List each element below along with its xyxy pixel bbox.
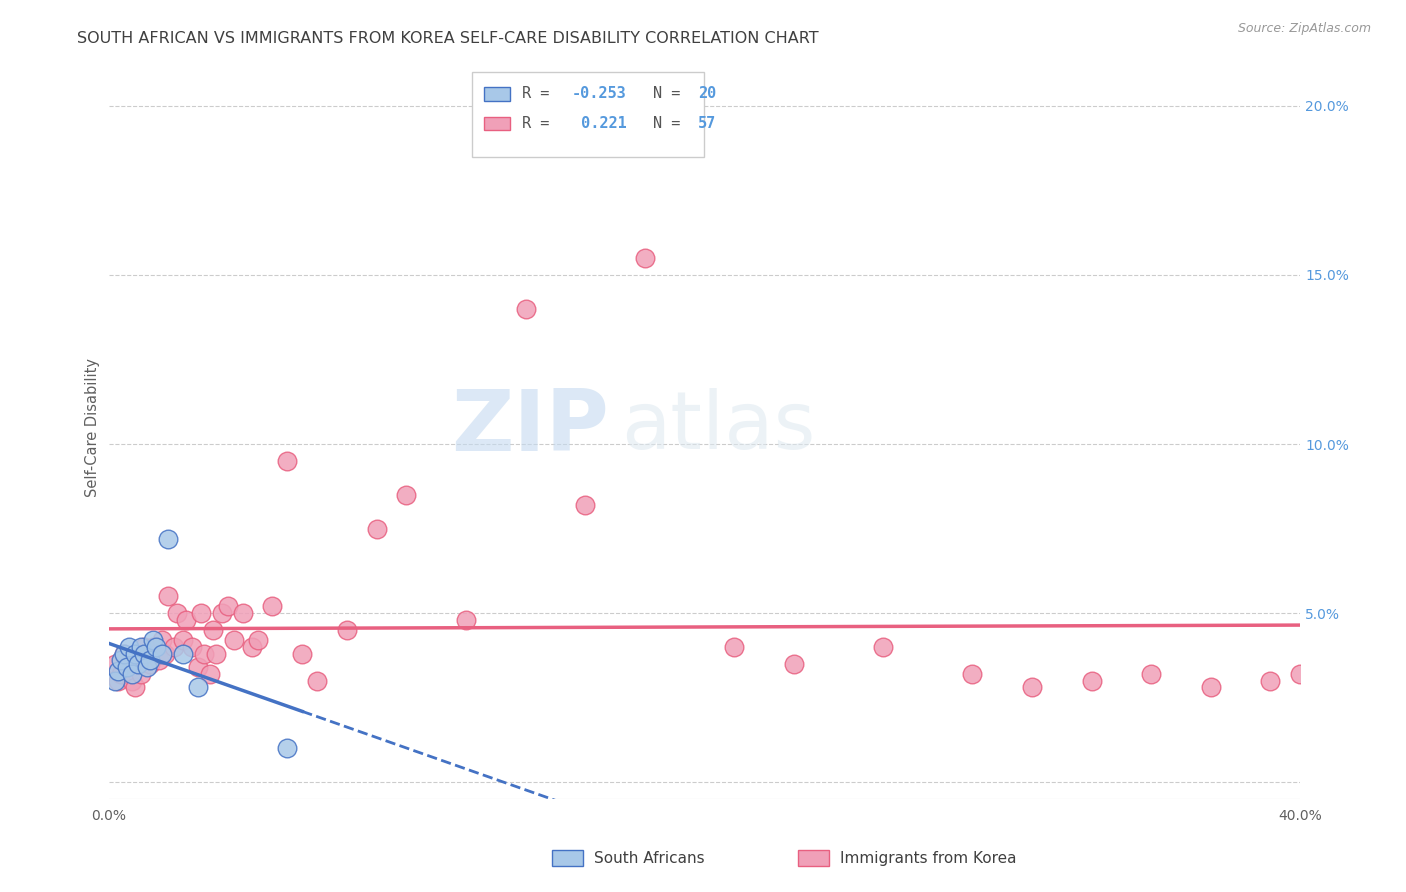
Text: 0.221: 0.221 xyxy=(572,116,627,131)
Point xyxy=(366,522,388,536)
Point xyxy=(115,653,138,667)
Point xyxy=(1289,667,1312,681)
Point xyxy=(127,657,149,671)
Point xyxy=(145,640,167,654)
Point xyxy=(131,640,153,654)
Point xyxy=(150,647,173,661)
Point xyxy=(217,599,239,614)
Point xyxy=(205,647,228,661)
Bar xyxy=(484,87,510,101)
Point xyxy=(142,633,165,648)
Point xyxy=(872,640,894,654)
Text: 20: 20 xyxy=(697,87,716,102)
Point xyxy=(187,681,209,695)
Point xyxy=(262,599,284,614)
Point xyxy=(187,660,209,674)
Point xyxy=(174,613,197,627)
Point xyxy=(110,667,132,681)
Point xyxy=(307,673,329,688)
Point xyxy=(276,741,298,756)
Point xyxy=(118,660,141,674)
Point xyxy=(148,653,170,667)
Point xyxy=(163,640,186,654)
Point xyxy=(134,647,156,661)
FancyBboxPatch shape xyxy=(472,71,704,157)
Point xyxy=(783,657,806,671)
Text: Source: ZipAtlas.com: Source: ZipAtlas.com xyxy=(1237,22,1371,36)
Point xyxy=(136,647,159,661)
Point xyxy=(104,673,127,688)
Point xyxy=(1021,681,1043,695)
Point xyxy=(1199,681,1222,695)
Point xyxy=(110,653,132,667)
Point xyxy=(157,589,180,603)
Point xyxy=(193,647,215,661)
Point xyxy=(121,673,143,688)
Point xyxy=(291,647,314,661)
Point xyxy=(574,498,596,512)
Point xyxy=(118,640,141,654)
Point xyxy=(240,640,263,654)
Y-axis label: Self-Care Disability: Self-Care Disability xyxy=(86,358,100,497)
Point xyxy=(112,647,135,661)
Point xyxy=(136,660,159,674)
Point xyxy=(124,647,146,661)
Point xyxy=(115,660,138,674)
Point xyxy=(121,667,143,681)
Point xyxy=(134,640,156,654)
Text: R =: R = xyxy=(522,116,558,131)
Point xyxy=(112,647,135,661)
Point xyxy=(190,606,212,620)
Point xyxy=(962,667,984,681)
Point xyxy=(166,606,188,620)
Point xyxy=(222,633,245,648)
Point xyxy=(395,488,418,502)
Text: 57: 57 xyxy=(697,116,716,131)
Point xyxy=(336,623,359,637)
Point xyxy=(145,647,167,661)
Point xyxy=(1258,673,1281,688)
Point xyxy=(1080,673,1102,688)
Text: atlas: atlas xyxy=(621,388,815,467)
Point xyxy=(139,653,162,667)
Point xyxy=(131,667,153,681)
Point xyxy=(634,251,657,265)
Text: N =: N = xyxy=(652,116,689,131)
Point xyxy=(172,647,194,661)
Point xyxy=(104,657,127,671)
Text: ZIP: ZIP xyxy=(451,385,609,468)
Point xyxy=(157,532,180,546)
Point xyxy=(139,657,162,671)
Point xyxy=(172,633,194,648)
Point xyxy=(150,633,173,648)
Point xyxy=(723,640,745,654)
Point xyxy=(107,673,129,688)
Point xyxy=(276,454,298,468)
Text: Immigrants from Korea: Immigrants from Korea xyxy=(841,851,1017,865)
Point xyxy=(198,667,221,681)
Point xyxy=(142,640,165,654)
Point xyxy=(211,606,233,620)
Point xyxy=(201,623,224,637)
Text: N =: N = xyxy=(652,87,689,102)
Point xyxy=(232,606,254,620)
Point xyxy=(246,633,269,648)
Point xyxy=(107,664,129,678)
Point xyxy=(127,653,149,667)
Bar xyxy=(484,117,510,130)
Point xyxy=(1140,667,1163,681)
Point xyxy=(155,647,177,661)
Point xyxy=(124,681,146,695)
Point xyxy=(181,640,204,654)
Point xyxy=(454,613,477,627)
Text: South Africans: South Africans xyxy=(593,851,704,865)
Point xyxy=(515,301,537,316)
Text: -0.253: -0.253 xyxy=(572,87,627,102)
Text: R =: R = xyxy=(522,87,558,102)
Text: SOUTH AFRICAN VS IMMIGRANTS FROM KOREA SELF-CARE DISABILITY CORRELATION CHART: SOUTH AFRICAN VS IMMIGRANTS FROM KOREA S… xyxy=(77,31,818,46)
